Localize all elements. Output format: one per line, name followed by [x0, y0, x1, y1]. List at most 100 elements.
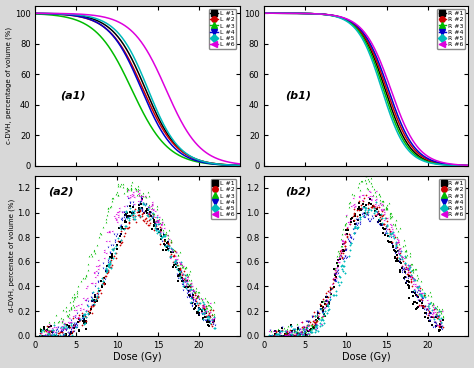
- Point: [338, 240, 346, 246]
- Point: [100, 255, 108, 261]
- Point: [73, 307, 80, 313]
- Point: [193, 294, 201, 300]
- Point: [427, 300, 435, 305]
- Point: [375, 222, 383, 227]
- Point: [42, 333, 50, 339]
- Point: [341, 246, 349, 252]
- Point: [199, 308, 206, 314]
- Point: [283, 328, 290, 334]
- Point: [146, 212, 154, 217]
- Point: [285, 331, 292, 337]
- Point: [80, 316, 88, 322]
- Point: [157, 233, 164, 239]
- Point: [286, 327, 293, 333]
- Point: [327, 285, 335, 291]
- Point: [40, 333, 47, 339]
- Point: [431, 305, 438, 311]
- Point: [79, 316, 87, 322]
- Point: [393, 236, 401, 242]
- Point: [206, 320, 214, 326]
- Point: [39, 333, 47, 339]
- Point: [429, 307, 437, 313]
- Point: [364, 186, 372, 192]
- Point: [153, 217, 160, 223]
- Point: [408, 272, 415, 278]
- Point: [156, 231, 164, 237]
- Point: [387, 228, 394, 234]
- Point: [302, 329, 310, 335]
- Point: [309, 324, 317, 330]
- Point: [273, 333, 280, 339]
- Point: [402, 266, 410, 272]
- Point: [286, 333, 294, 339]
- Point: [130, 210, 138, 216]
- Point: [290, 333, 297, 339]
- Point: [136, 205, 144, 211]
- Point: [439, 324, 447, 330]
- Point: [71, 328, 78, 333]
- Point: [285, 330, 293, 336]
- Point: [138, 206, 146, 212]
- Point: [303, 324, 310, 330]
- Point: [282, 333, 289, 339]
- Point: [422, 306, 430, 312]
- Point: [296, 326, 303, 332]
- Point: [49, 328, 57, 333]
- Point: [365, 205, 372, 211]
- Point: [63, 322, 71, 328]
- Point: [173, 263, 180, 269]
- Point: [144, 211, 152, 217]
- Point: [268, 333, 276, 339]
- Point: [183, 271, 191, 277]
- Point: [203, 314, 210, 320]
- Point: [145, 204, 152, 210]
- Point: [365, 194, 372, 200]
- Point: [182, 277, 190, 283]
- Point: [196, 311, 203, 317]
- Point: [183, 276, 191, 282]
- Point: [156, 241, 164, 247]
- Point: [189, 296, 197, 301]
- Point: [426, 300, 434, 306]
- Point: [437, 319, 444, 325]
- Point: [44, 333, 52, 339]
- Point: [323, 293, 330, 299]
- Point: [99, 260, 107, 266]
- Point: [284, 332, 292, 337]
- Point: [210, 317, 218, 323]
- Point: [116, 242, 124, 248]
- Point: [70, 328, 77, 334]
- Point: [105, 262, 112, 268]
- Point: [302, 326, 310, 332]
- Point: [48, 333, 56, 339]
- Point: [84, 268, 91, 273]
- Point: [377, 222, 385, 228]
- Point: [117, 226, 124, 232]
- Point: [304, 322, 311, 328]
- Point: [418, 290, 426, 296]
- Point: [182, 263, 190, 269]
- Point: [356, 198, 363, 204]
- Point: [415, 290, 423, 296]
- Point: [422, 307, 430, 313]
- Point: [392, 244, 400, 250]
- Point: [68, 325, 76, 331]
- Point: [361, 209, 369, 215]
- Point: [283, 333, 291, 339]
- Point: [113, 231, 120, 237]
- Point: [297, 332, 305, 337]
- Point: [103, 270, 110, 276]
- Point: [114, 183, 122, 189]
- Point: [130, 189, 137, 195]
- Point: [179, 276, 186, 282]
- Point: [322, 298, 330, 304]
- Point: [425, 319, 433, 325]
- Point: [131, 213, 139, 219]
- Point: [94, 263, 102, 269]
- Point: [369, 204, 376, 210]
- Point: [432, 323, 439, 329]
- Point: [308, 329, 316, 335]
- Point: [284, 331, 292, 337]
- Point: [365, 200, 373, 206]
- Point: [88, 290, 96, 296]
